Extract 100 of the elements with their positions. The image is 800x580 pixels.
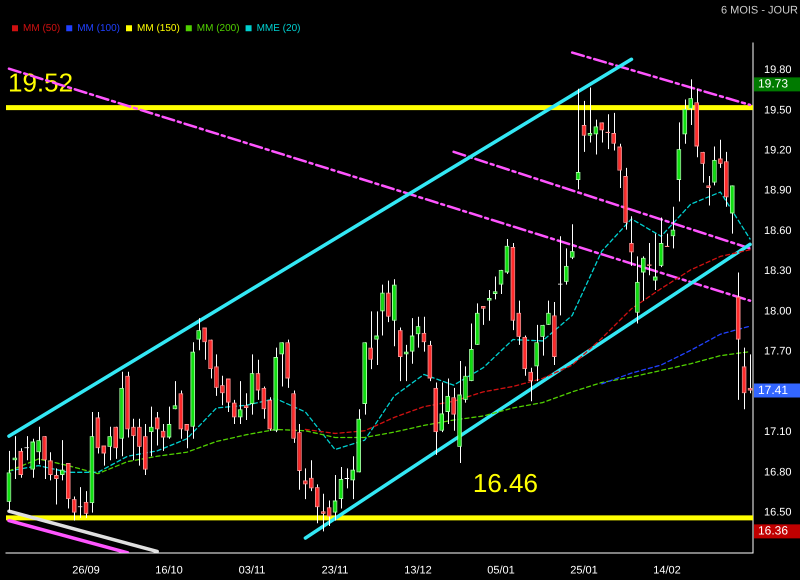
candlestick [439,382,444,433]
candlestick [154,411,160,446]
candlestick [256,359,260,400]
text: 19.73 [758,76,788,91]
candlestick [202,327,207,360]
candlestick [262,386,266,420]
candlestick [102,445,106,466]
candlestick [611,112,616,151]
candlestick [220,375,225,406]
candlestick [326,500,332,526]
candlestick [629,216,634,266]
candlestick [445,378,450,425]
candlestick [463,366,468,404]
x-tick-label: 14/02 [653,564,681,576]
x-tick-label: 23/11 [322,564,348,576]
candlestick [60,440,65,481]
candlestick [386,280,391,323]
x-tick-label: 13/12 [404,564,432,576]
candlestick [540,324,545,356]
candlestick [36,426,41,465]
candlestick [528,367,533,402]
x-tick-label: 05/01 [487,564,515,576]
candlestick [42,436,47,480]
line-series [8,191,751,473]
text: 16.36 [758,524,788,538]
candlestick [84,490,88,518]
candlestick [718,139,723,168]
legend-label: MM (50) [23,22,60,34]
candlestick [617,143,622,189]
candlestick [338,466,344,510]
candlestick [107,426,112,461]
x-tick-label: 03/11 [238,564,266,576]
candlestick [422,316,426,352]
candlestick [172,380,178,410]
y-tick-label: 19.50 [764,104,792,116]
line-series [601,326,751,384]
x-tick-label: 26/09 [72,564,100,576]
candlestick [534,324,539,382]
candlestick [652,233,658,290]
candlestick [582,100,586,152]
candlestick [148,406,154,457]
candlestick [12,436,18,480]
legend-label: MM (200) [196,22,240,34]
candlestick [54,468,59,506]
legend-label: MM (100) [77,22,120,34]
candlestick [184,424,190,449]
candlestick [404,344,408,382]
y-tick-label: 18.00 [764,305,792,318]
ref-line-label: 16.46 [472,468,538,498]
candlestick [700,151,705,184]
candlestick [18,448,24,478]
candlestick [131,418,136,461]
candlestick [576,88,580,190]
candlestick [416,316,420,348]
legend-label: MM (150) [137,22,180,34]
line-series [304,249,751,434]
candlestick [594,119,598,156]
y-tick-label: 18.60 [764,224,792,237]
candlestick [600,122,604,143]
y-tick-label: 19.20 [764,144,792,157]
candlestick [368,310,373,370]
y-tick-label: 19.80 [764,64,792,76]
candlestick [712,146,717,186]
candlestick [226,378,231,412]
candlestick [303,468,308,500]
y-tick-label: 16.80 [764,466,792,478]
candlestick [279,342,284,388]
candlestick [516,300,522,346]
candlestick [160,424,166,452]
y-tick-label: 18.90 [764,184,792,197]
y-tick-label: 18.30 [764,265,792,278]
candlestick [688,78,694,126]
candlestick [410,318,414,364]
candlestick [166,406,172,440]
candlestick [113,426,118,460]
candlestick [137,418,142,466]
legend-label: MME (20) [256,22,300,34]
candlestick [238,380,242,425]
candlestick [72,496,76,522]
x-tick-label: 25/01 [570,564,598,576]
candlestick [48,452,53,481]
candlestick [670,206,676,249]
line-series [8,350,751,474]
candlestick [658,217,664,268]
y-tick-label: 17.70 [764,346,792,358]
candlestick [546,300,551,326]
candlestick [570,224,574,260]
candlestick [641,256,646,302]
candlestick [320,493,326,532]
text: 17.41 [758,382,788,397]
candlestick [451,387,456,432]
candlestick [214,354,219,396]
candlestick [332,474,338,522]
x-tick-label: 16/10 [155,564,183,576]
candlestick [232,399,237,425]
candlestick [374,310,379,366]
y-tick-label: 16.50 [764,506,792,519]
candlestick [380,284,385,336]
candlestick [682,99,688,144]
y-tick-label: 17.10 [764,426,792,438]
